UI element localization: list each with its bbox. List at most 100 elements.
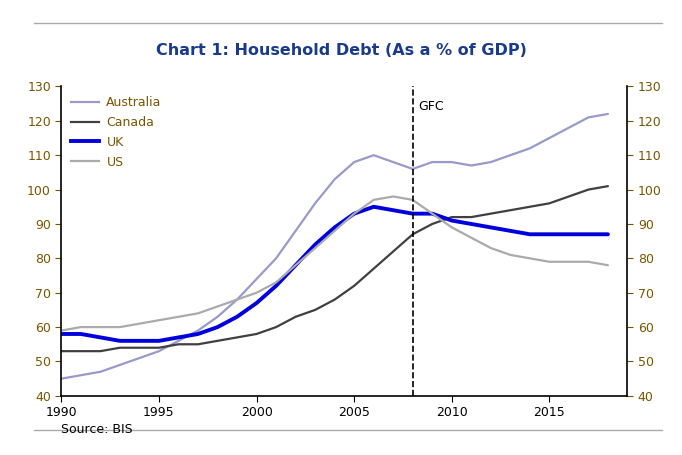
Canada bbox=[175, 342, 183, 347]
Canada bbox=[409, 232, 417, 237]
Australia bbox=[467, 163, 475, 168]
Australia bbox=[389, 159, 398, 165]
Australia bbox=[370, 152, 378, 158]
Australia bbox=[409, 166, 417, 172]
US bbox=[233, 297, 241, 302]
UK bbox=[604, 232, 612, 237]
Canada bbox=[389, 249, 398, 254]
Canada bbox=[57, 349, 65, 354]
UK bbox=[447, 218, 456, 223]
UK bbox=[409, 211, 417, 217]
Canada bbox=[272, 324, 280, 330]
Australia bbox=[252, 276, 261, 282]
Line: UK: UK bbox=[61, 207, 608, 341]
Line: US: US bbox=[61, 197, 608, 330]
US bbox=[467, 235, 475, 240]
UK bbox=[155, 338, 163, 344]
US bbox=[77, 324, 85, 330]
Canada bbox=[428, 221, 436, 227]
Canada bbox=[96, 349, 104, 354]
UK bbox=[565, 232, 573, 237]
US bbox=[487, 245, 495, 251]
Australia bbox=[135, 355, 143, 361]
US bbox=[252, 290, 261, 295]
US bbox=[135, 321, 143, 326]
UK bbox=[546, 232, 554, 237]
Australia bbox=[428, 159, 436, 165]
Canada bbox=[447, 214, 456, 220]
Australia bbox=[272, 256, 280, 261]
Canada bbox=[311, 307, 319, 313]
UK bbox=[175, 335, 183, 340]
US bbox=[584, 259, 593, 264]
US bbox=[428, 211, 436, 217]
Canada bbox=[155, 345, 163, 350]
US bbox=[546, 259, 554, 264]
Canada bbox=[233, 335, 241, 340]
UK bbox=[233, 314, 241, 319]
US bbox=[389, 194, 398, 199]
US bbox=[409, 197, 417, 202]
Australia bbox=[233, 297, 241, 302]
Australia bbox=[350, 159, 358, 165]
Australia bbox=[77, 373, 85, 378]
UK bbox=[506, 228, 514, 233]
US bbox=[370, 197, 378, 202]
Australia bbox=[506, 152, 514, 158]
US bbox=[331, 228, 339, 233]
Canada bbox=[584, 187, 593, 192]
Text: Chart 1: Household Debt (As a % of GDP): Chart 1: Household Debt (As a % of GDP) bbox=[155, 43, 527, 57]
US bbox=[447, 225, 456, 230]
US bbox=[175, 314, 183, 319]
Canada bbox=[604, 183, 612, 189]
Australia bbox=[194, 328, 202, 333]
UK bbox=[57, 331, 65, 337]
UK bbox=[428, 211, 436, 217]
Australia bbox=[565, 125, 573, 131]
UK bbox=[272, 283, 280, 288]
Line: Canada: Canada bbox=[61, 186, 608, 351]
UK bbox=[96, 335, 104, 340]
Canada bbox=[291, 314, 299, 319]
Australia bbox=[546, 135, 554, 141]
UK bbox=[526, 232, 534, 237]
UK bbox=[252, 300, 261, 306]
Legend: Australia, Canada, UK, US: Australia, Canada, UK, US bbox=[68, 93, 166, 173]
UK bbox=[331, 225, 339, 230]
Line: Australia: Australia bbox=[61, 114, 608, 379]
Australia bbox=[116, 362, 124, 368]
Canada bbox=[370, 266, 378, 271]
US bbox=[155, 318, 163, 323]
Australia bbox=[291, 228, 299, 233]
Australia bbox=[175, 338, 183, 344]
Canada bbox=[116, 345, 124, 350]
UK bbox=[584, 232, 593, 237]
US bbox=[272, 280, 280, 285]
US bbox=[506, 252, 514, 258]
Canada bbox=[350, 283, 358, 288]
Text: Source: BIS: Source: BIS bbox=[61, 423, 133, 436]
Canada bbox=[135, 345, 143, 350]
UK bbox=[467, 221, 475, 227]
US bbox=[291, 263, 299, 268]
Canada bbox=[546, 201, 554, 206]
Australia bbox=[487, 159, 495, 165]
Text: GFC: GFC bbox=[419, 100, 444, 113]
UK bbox=[116, 338, 124, 344]
UK bbox=[370, 204, 378, 209]
Australia bbox=[526, 146, 534, 151]
Australia bbox=[447, 159, 456, 165]
Australia bbox=[96, 369, 104, 374]
Canada bbox=[506, 207, 514, 213]
Canada bbox=[77, 349, 85, 354]
US bbox=[213, 304, 222, 309]
Canada bbox=[331, 297, 339, 302]
UK bbox=[350, 211, 358, 217]
US bbox=[526, 256, 534, 261]
Canada bbox=[213, 338, 222, 344]
US bbox=[96, 324, 104, 330]
Canada bbox=[487, 211, 495, 217]
UK bbox=[291, 263, 299, 268]
UK bbox=[194, 331, 202, 337]
US bbox=[604, 263, 612, 268]
